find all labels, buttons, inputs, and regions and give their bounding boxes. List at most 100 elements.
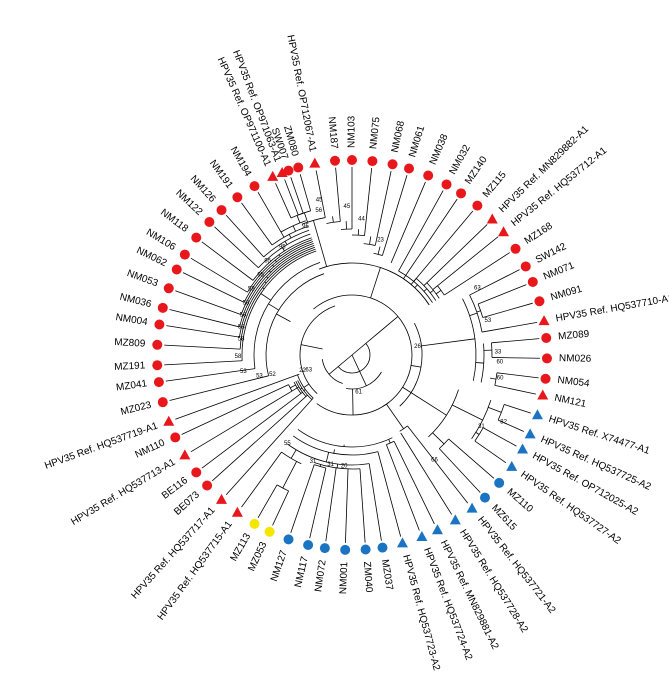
tip-triangle-marker — [396, 537, 408, 548]
branch-arc — [477, 303, 484, 318]
tip-circle-marker — [204, 217, 215, 228]
bootstrap-value: 63 — [474, 285, 481, 291]
branch-arc — [243, 241, 314, 303]
branch-segment — [175, 290, 242, 316]
branch-arc — [276, 484, 289, 492]
tip-label: NM110 — [134, 437, 168, 460]
branch-segment — [280, 231, 285, 238]
tip-triangle-marker — [538, 315, 550, 326]
branch-segment — [260, 293, 271, 301]
bootstrap-value: 58 — [248, 287, 255, 293]
bootstrap-value: 58 — [243, 300, 250, 306]
tip-triangle-marker — [524, 428, 536, 439]
tip-circle-marker — [527, 276, 538, 287]
branch-segment — [439, 448, 481, 493]
tip-markers — [152, 155, 552, 555]
tip-label: NM072 — [313, 559, 328, 593]
branch-segment — [421, 338, 475, 347]
tip-circle-marker — [232, 192, 243, 203]
tip-label: MZ110 — [505, 487, 535, 516]
branch-segment — [276, 313, 291, 322]
tip-circle-marker — [347, 155, 357, 165]
branch-segment — [225, 215, 264, 258]
tip-label: NM187 — [326, 116, 340, 150]
tip-label: NM191 — [207, 158, 235, 191]
tip-triangle-marker — [537, 389, 549, 400]
branch-segment — [169, 375, 269, 401]
branch-arc — [288, 384, 293, 392]
tip-label: NM068 — [390, 119, 408, 153]
branch-segment — [182, 272, 245, 303]
bootstrap-value: 44 — [358, 216, 365, 222]
bootstrap-value: 53 — [240, 369, 247, 375]
tip-label: NM075 — [368, 116, 382, 150]
tip-circle-marker — [191, 232, 202, 243]
branch-arc — [398, 270, 433, 303]
branch-segment — [498, 419, 524, 432]
tip-circle-marker — [479, 492, 490, 503]
branch-segment — [281, 247, 285, 252]
bootstrap-value: 52 — [269, 372, 276, 378]
branch-segment — [432, 432, 445, 445]
branch-segment — [370, 267, 381, 299]
bootstrap-value: 53 — [256, 373, 263, 379]
branch-segment — [335, 167, 341, 222]
tip-circle-marker — [510, 243, 521, 254]
tip-circle-marker — [283, 165, 294, 176]
tip-label: SW142 — [534, 241, 569, 266]
bootstrap-value: 23 — [377, 238, 384, 244]
branch-segment — [432, 236, 499, 290]
bootstrap-value: 55 — [284, 441, 291, 447]
tip-circle-marker — [283, 534, 294, 545]
tip-triangle-marker — [466, 502, 478, 513]
branch-arc — [326, 221, 341, 224]
branch-segment — [474, 440, 507, 464]
tip-label: MZ168 — [523, 220, 555, 246]
branch-segment — [303, 383, 310, 388]
branch-segment — [325, 452, 330, 463]
tip-circle-marker — [152, 360, 163, 371]
tip-label: MZ037 — [379, 559, 395, 592]
bootstrap-value: 58 — [238, 336, 245, 342]
branch-arc — [387, 269, 430, 306]
tip-triangle-marker — [449, 514, 461, 525]
branch-segment — [169, 309, 240, 328]
branch-segment — [411, 365, 422, 368]
branch-segment — [284, 179, 299, 216]
bootstrap-value: 95 — [279, 245, 286, 251]
branch-segment — [400, 432, 452, 515]
branch-segment — [257, 484, 278, 519]
branch-segment — [241, 202, 273, 246]
tip-label: MZ809 — [114, 337, 146, 350]
branch-segment — [488, 406, 502, 413]
tip-triangle-marker — [416, 531, 428, 542]
tip-triangle-marker — [163, 415, 175, 426]
bootstrap-value: 60 — [497, 375, 504, 381]
branch-segment — [309, 467, 327, 539]
branch-segment — [403, 198, 458, 279]
branch-segment — [475, 432, 480, 435]
branch-segment — [448, 438, 495, 479]
branch-segment — [332, 216, 334, 223]
branch-segment — [212, 394, 308, 482]
bootstrap-value: 58 — [240, 312, 247, 318]
branch-segment — [491, 357, 540, 359]
tip-circle-marker — [441, 179, 452, 190]
branch-segment — [290, 449, 297, 459]
bootstrap-value: 82 — [500, 420, 507, 426]
branch-segment — [181, 384, 289, 435]
tip-circle-marker — [377, 542, 388, 553]
branch-segment — [413, 210, 474, 282]
tip-circle-marker — [163, 283, 174, 294]
branch-segment — [214, 226, 259, 268]
branch-segment — [382, 175, 408, 256]
branch-segment — [268, 303, 279, 311]
branch-segment — [275, 183, 292, 219]
tree-branches — [164, 167, 540, 543]
branch-segment — [290, 464, 315, 533]
tip-label: NM118 — [158, 207, 190, 235]
tip-label: MZ041 — [115, 378, 148, 393]
branch-segment — [496, 372, 539, 379]
tip-label: NM036 — [119, 292, 153, 311]
